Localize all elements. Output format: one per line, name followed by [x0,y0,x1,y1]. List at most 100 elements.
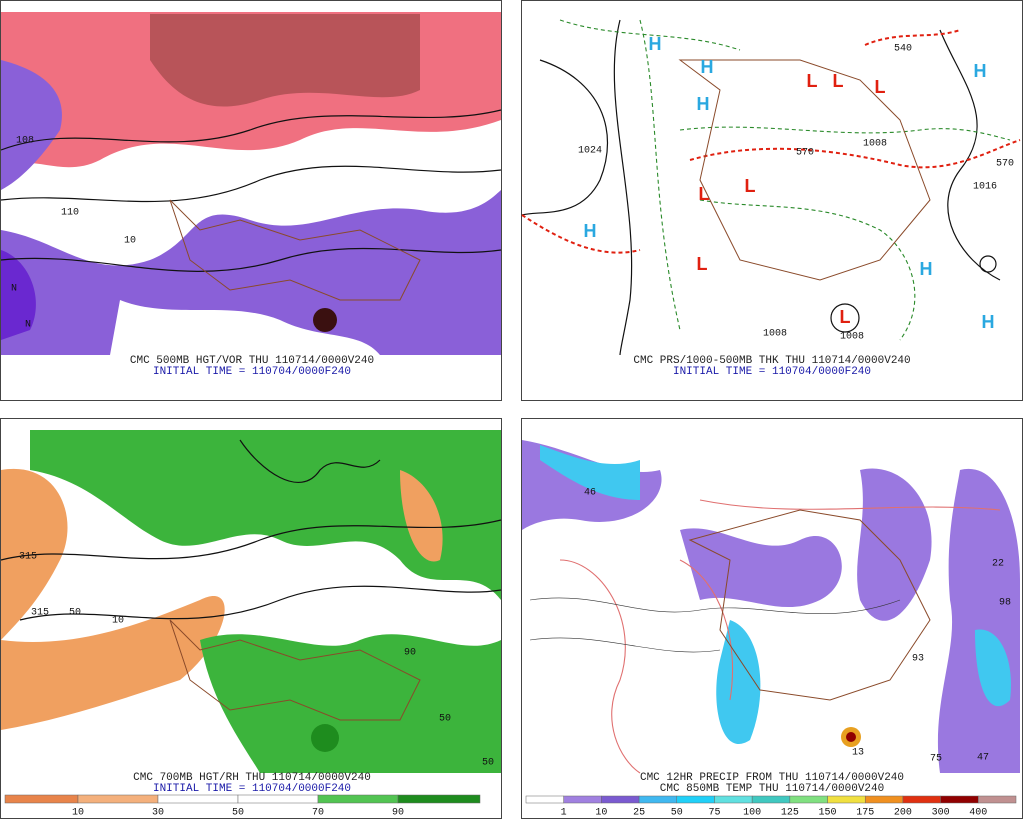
contour [0,165,502,203]
scale-swatch [397,794,481,804]
map-label: 110 [61,208,79,219]
panel-caption: CMC 700MB HGT/RH THU 110714/0000V240 [133,772,371,784]
scale-swatch [864,795,904,804]
thickness [699,199,916,341]
map-label: 570 [796,148,814,159]
scale-label: 50 [232,808,244,819]
map-shading [200,634,501,773]
map-shading [150,14,420,107]
scale-label: 25 [633,808,645,819]
map-label: H [697,94,710,114]
map-label: H [920,259,933,279]
map-shading [857,468,932,621]
map-500mb [0,12,502,355]
contour [19,585,502,621]
scale-swatch [601,795,640,804]
boundaries [169,199,421,301]
map-shading [680,528,842,608]
map-label: N [11,284,17,295]
map-label: H [584,221,597,241]
map-shading [1,60,62,190]
map-label: 47 [977,753,989,764]
map-label: 50 [69,608,81,619]
map-shading [1,250,36,340]
scale-swatch [676,795,715,804]
map-label: 108 [16,136,34,147]
scale-swatch [525,795,564,804]
color-scales: 10 30 50 70 90 1 10 25 50 75 100 125 150 175 200 300 400 [4,794,1017,819]
isobar [979,255,997,273]
map-label: H [982,312,995,332]
scale-label: 300 [932,808,950,819]
scale-label: 150 [819,808,837,819]
isobar [521,59,608,216]
map-label: 1024 [578,146,602,157]
scale-swatch [940,795,979,804]
scale-swatch [714,795,753,804]
scale-swatch [827,795,866,804]
map-label: 22 [992,559,1004,570]
scale-label: 175 [856,808,874,819]
map-shading [313,308,337,332]
temp-contour [679,559,734,701]
map-shading [30,430,501,600]
map-label: L [697,254,708,274]
map-label: 570 [996,159,1014,170]
height-contour [529,597,901,615]
contour [0,519,502,561]
map-label: 50 [439,714,451,725]
scale-swatch [563,795,602,804]
map-label: L [875,77,886,97]
scale-label: 1 [561,808,567,819]
map-label: 90 [404,648,416,659]
map-shading [1,596,225,730]
scale-label: 90 [392,808,404,819]
scale-swatch [157,794,239,804]
panel-caption: CMC 850MB TEMP THU 110714/0000V240 [660,783,884,795]
map-label: L [807,71,818,91]
map-label: 1016 [973,182,997,193]
map-label: 98 [999,598,1011,609]
contour [239,439,381,483]
map-label: 1008 [840,332,864,343]
scale-label: 400 [969,808,987,819]
initial-time: INITIAL TIME = 110704/0000F240 [153,783,351,795]
scale-swatch [902,795,941,804]
contour [0,247,502,272]
panel-caption: CMC PRS/1000-500MB THK THU 110714/0000V2… [633,355,910,367]
scale-label: 30 [152,808,164,819]
map-label: 10 [112,616,124,627]
map-shading [846,732,856,742]
map-label: 46 [584,488,596,499]
isobar [613,19,633,356]
map-label: 13 [852,748,864,759]
map-shading [400,470,443,562]
panel-caption: CMC 12HR PRECIP FROM THU 110714/0000V240 [640,772,904,784]
map-label: L [745,176,756,196]
isobar [939,29,1001,281]
map-label: 1008 [863,139,887,150]
isobar [830,303,860,333]
scale-label: 200 [894,808,912,819]
map-label: 540 [894,44,912,55]
panel-frame [521,0,1023,401]
map-background [522,12,1022,355]
scale-swatch [978,795,1017,804]
initial-time: INITIAL TIME = 110704/0000F240 [153,366,351,378]
scale-label: 50 [671,808,683,819]
map-label: 75 [930,754,942,765]
map-label: N [25,320,31,331]
scale-swatch [638,795,678,804]
map-label: L [699,184,710,204]
panel-frame [0,0,502,401]
map-shading [540,445,640,500]
scale-swatch [237,794,319,804]
scale-label: 125 [781,808,799,819]
thickness-570 [521,214,641,254]
map-precip [522,430,1022,774]
map-shading [975,629,1011,707]
boundaries [678,59,931,281]
